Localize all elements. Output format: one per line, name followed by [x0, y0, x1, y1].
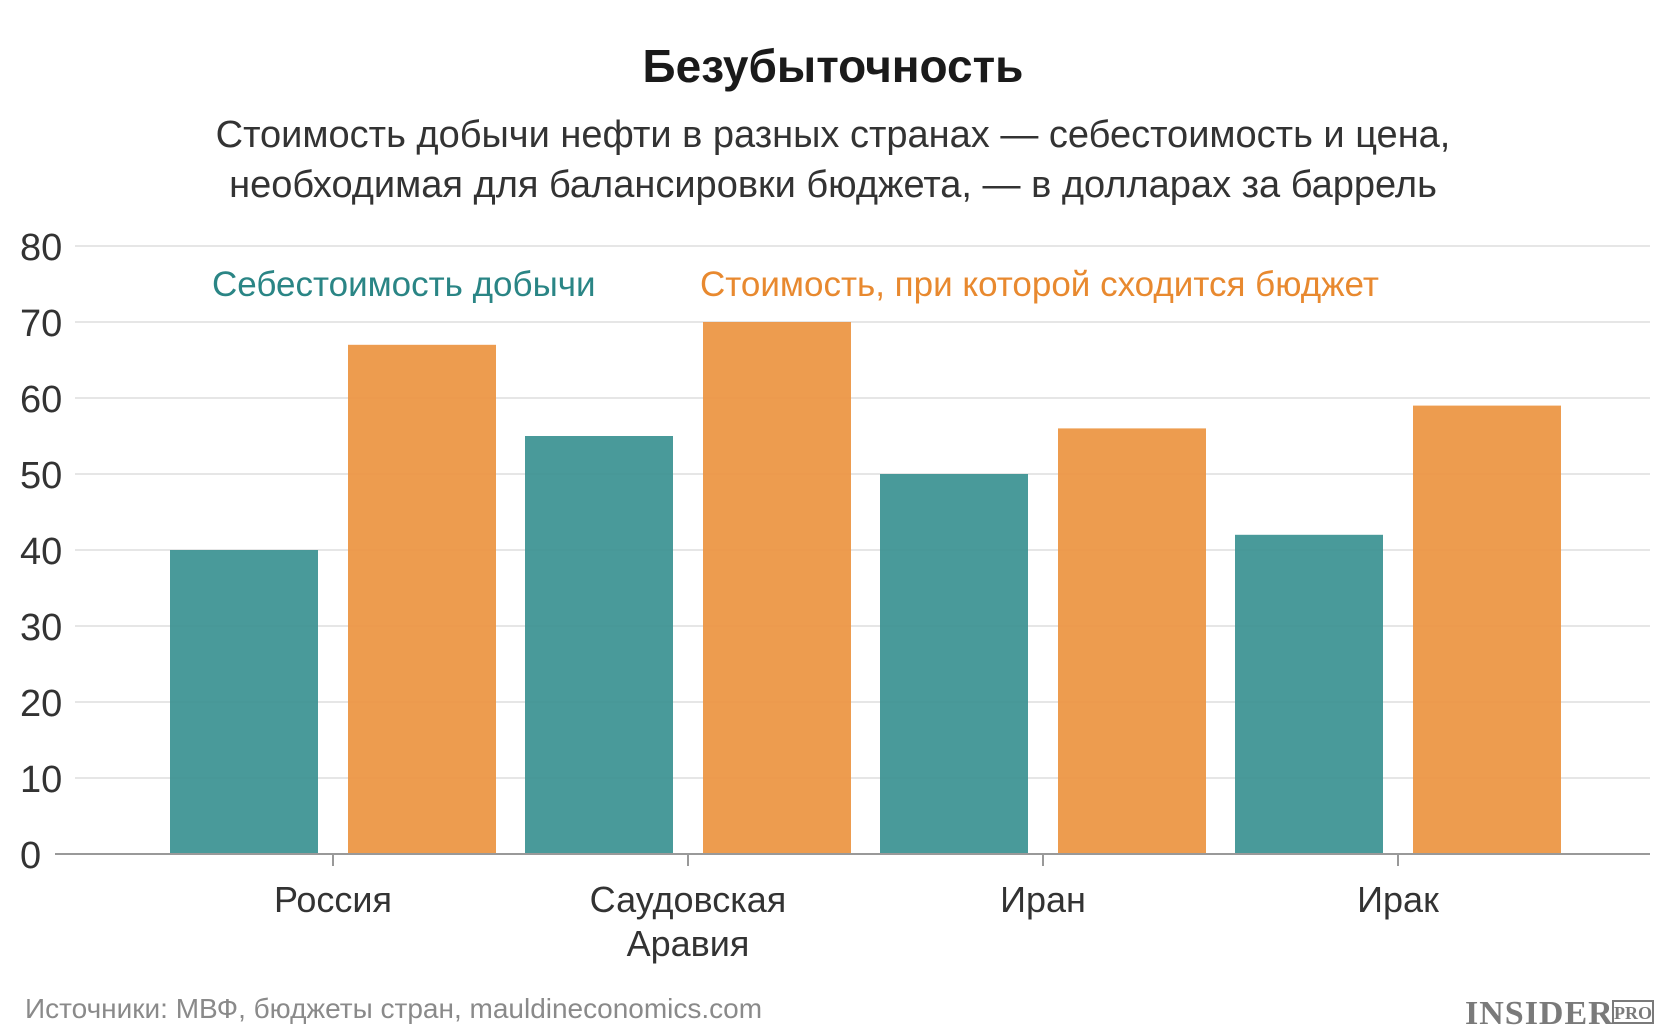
y-tick-label: 30 — [20, 607, 62, 649]
y-tick-label: 20 — [20, 683, 62, 725]
y-tick-label: 70 — [20, 303, 62, 345]
x-tick-label: Аравия — [627, 923, 750, 964]
y-tick-label: 80 — [20, 227, 62, 269]
legend-series-1: Себестоимость добычи — [212, 265, 596, 304]
legend-series-2: Стоимость, при которой сходится бюджет — [700, 265, 1379, 304]
x-tick-label: Россия — [274, 879, 392, 920]
bar-cost-2 — [880, 474, 1028, 854]
insider-pro-logo: INSIDER PRO — [1465, 995, 1654, 1032]
logo-suffix: PRO — [1614, 1003, 1652, 1023]
source-note: Источники: МВФ, бюджеты стран, mauldinec… — [25, 993, 762, 1024]
bars — [170, 322, 1561, 854]
chart-subtitle-line-2: необходимая для балансировки бюджета, — … — [229, 164, 1437, 206]
y-tick-label: 0 — [20, 835, 41, 877]
x-tick-label: Ирак — [1357, 879, 1439, 920]
x-tick-label: Иран — [1000, 879, 1086, 920]
x-tick-label: Саудовская — [590, 879, 787, 920]
bar-budget-0 — [348, 344, 496, 854]
chart-subtitle-line-1: Стоимость добычи нефти в разных странах … — [216, 114, 1451, 156]
gridlines — [75, 245, 1650, 779]
y-tick-label: 60 — [20, 379, 62, 421]
bar-budget-2 — [1058, 428, 1206, 854]
logo-box — [1612, 1000, 1654, 1024]
y-axis-ticks: 0 10 20 30 40 50 60 70 80 — [20, 227, 62, 877]
bar-cost-1 — [525, 436, 673, 854]
y-tick-label: 50 — [20, 455, 62, 497]
y-tick-label: 40 — [20, 531, 62, 573]
bar-cost-0 — [170, 550, 318, 854]
bar-budget-3 — [1413, 405, 1561, 854]
chart-title: Безубыточность — [643, 40, 1024, 92]
bar-cost-3 — [1235, 534, 1383, 854]
bar-budget-1 — [703, 322, 851, 854]
logo-text: INSIDER — [1465, 995, 1614, 1032]
y-tick-label: 10 — [20, 759, 62, 801]
